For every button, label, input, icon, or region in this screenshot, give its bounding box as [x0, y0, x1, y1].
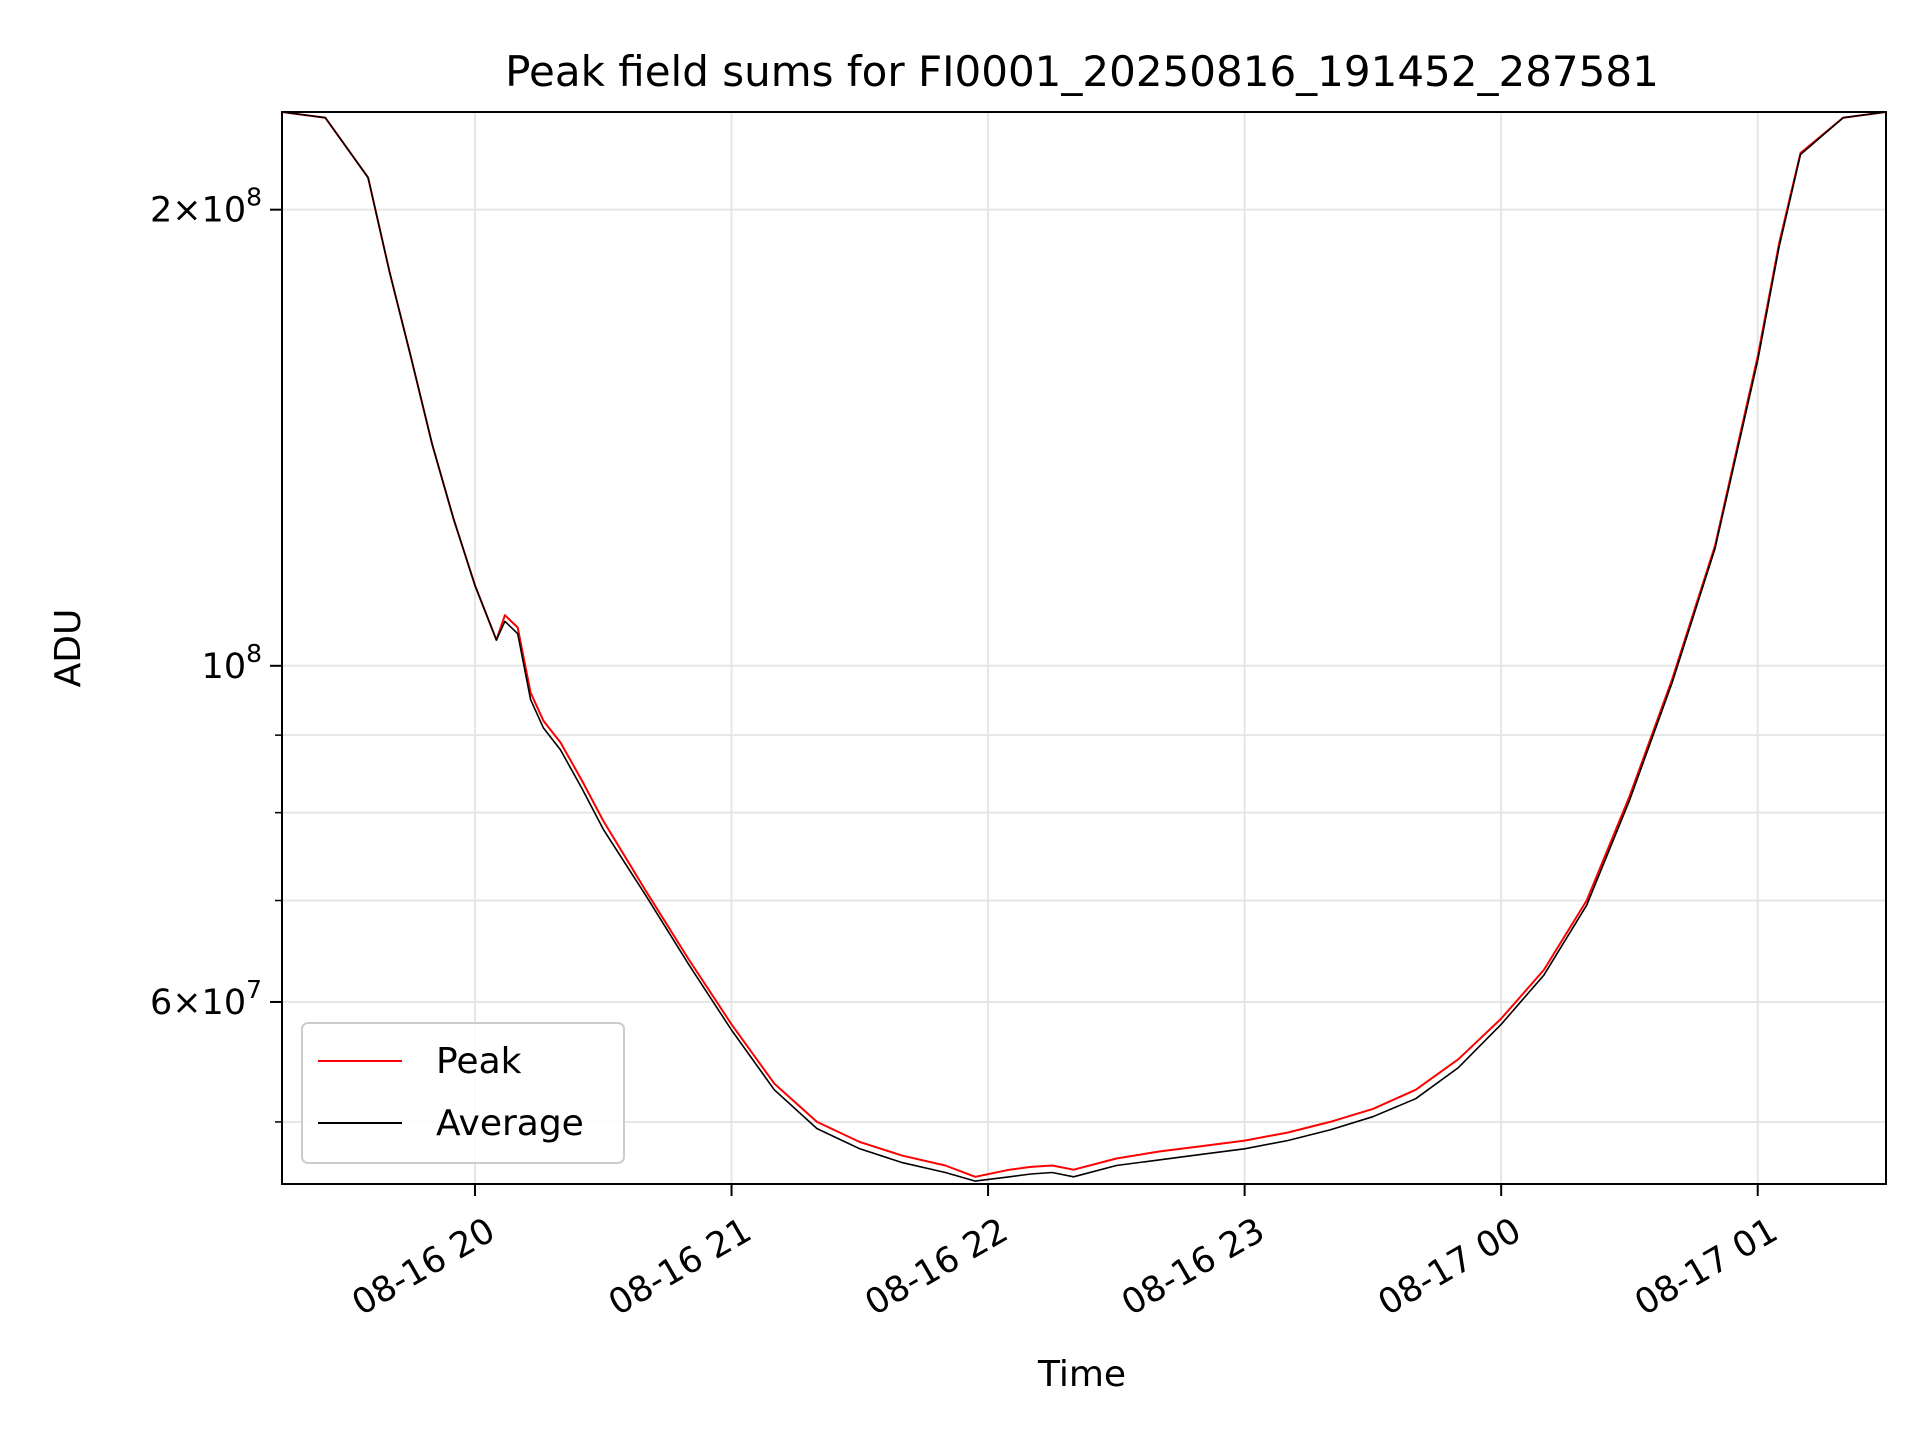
series-line-average — [281, 111, 1887, 1182]
y-tick-label: 6×107 — [150, 975, 262, 1023]
grid — [282, 112, 1886, 1184]
legend-label-average: Average — [436, 1103, 584, 1144]
y-tick-label: 108 — [202, 639, 262, 687]
x-axis-label: Time — [1037, 1354, 1126, 1395]
y-axis-label: ADU — [48, 609, 89, 688]
chart-title: Peak field sums for FI0001_20250816_1914… — [505, 47, 1659, 96]
legend-box — [301, 1022, 625, 1164]
plot-frame — [281, 111, 1887, 1185]
legend-label-peak: Peak — [436, 1041, 522, 1082]
legend: Peak Average — [301, 1022, 625, 1164]
y-tick-label: 2×108 — [150, 183, 262, 231]
plot-series — [281, 111, 1887, 1182]
